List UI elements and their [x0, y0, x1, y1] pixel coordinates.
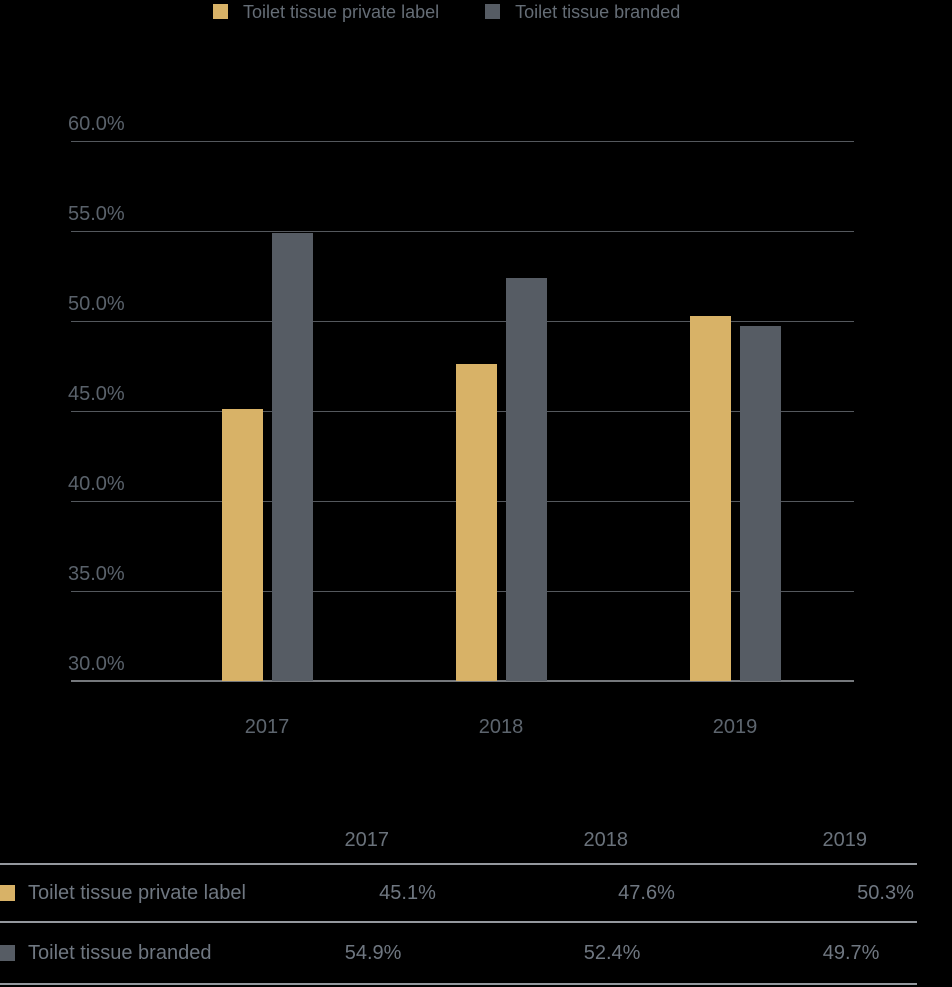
table-cell-private-label-2019: 50.3%: [857, 881, 914, 904]
table-row-label: Toilet tissue private label: [28, 881, 246, 904]
x-axis-label-2019: 2019: [712, 716, 758, 738]
gridline-55: [71, 231, 854, 232]
y-axis-label-45: 45.0%: [68, 383, 125, 405]
bar-group-2018: [384, 141, 618, 681]
table-cell-branded-2019: 49.7%: [822, 941, 880, 964]
bar-private-label-2018[interactable]: [455, 364, 497, 681]
legend-swatch-branded-icon: [485, 4, 501, 19]
y-axis-label-60: 60.0%: [68, 113, 125, 135]
row-swatch-branded-icon: [0, 945, 15, 961]
table-header-2018: 2018: [583, 829, 629, 851]
data-table: 2017 2018 2019 Toilet tissue private lab…: [0, 800, 917, 985]
y-axis-label-35: 35.0%: [68, 563, 125, 585]
x-axis-line: [71, 680, 854, 682]
bar-group-2017: [150, 141, 384, 681]
x-axis-label-2018: 2018: [478, 716, 524, 738]
legend-item-private-label[interactable]: Toilet tissue private label: [213, 1, 439, 23]
bar-private-label-2019[interactable]: [689, 315, 731, 681]
table-header-2017: 2017: [344, 829, 390, 851]
table-header-2019: 2019: [822, 829, 868, 851]
bar-branded-2017[interactable]: [271, 232, 313, 681]
y-axis-label-40: 40.0%: [68, 473, 125, 495]
bar-private-label-2017[interactable]: [221, 409, 263, 681]
bar-chart: 60.0% 55.0% 50.0% 45.0% 40.0% 35.0% 30.0…: [68, 113, 854, 738]
y-axis-label-30: 30.0%: [68, 653, 125, 675]
table-row-label-cell: Toilet tissue private label: [0, 882, 246, 905]
legend-label-private-label: Toilet tissue private label: [243, 1, 440, 22]
table-cell-private-label-2018: 47.6%: [618, 881, 675, 904]
legend-item-branded[interactable]: Toilet tissue branded: [485, 1, 680, 23]
table-header-row: 2017 2018 2019: [0, 800, 917, 865]
y-axis-label-50: 50.0%: [68, 293, 125, 315]
bar-branded-2018[interactable]: [505, 277, 547, 681]
gridline-60: [71, 141, 854, 142]
legend-swatch-private-label-icon: [213, 4, 228, 19]
x-axis-label-2017: 2017: [244, 716, 290, 738]
bar-branded-2019[interactable]: [739, 326, 781, 681]
table-cell-branded-2018: 52.4%: [583, 941, 641, 964]
table-row-private-label: Toilet tissue private label 45.1% 47.6% …: [0, 865, 917, 923]
table-row-branded: Toilet tissue branded 54.9% 52.4% 49.7%: [0, 923, 917, 985]
y-axis-label-55: 55.0%: [68, 203, 125, 225]
table-cell-private-label-2017: 45.1%: [379, 881, 436, 904]
legend-label-branded: Toilet tissue branded: [515, 1, 681, 22]
table-row-label: Toilet tissue branded: [28, 941, 212, 964]
bar-group-2019: [618, 141, 852, 681]
table-row-label-cell: Toilet tissue branded: [0, 942, 211, 965]
chart-legend: Toilet tissue private label Toilet tissu…: [213, 0, 680, 23]
table-cell-branded-2017: 54.9%: [344, 941, 402, 964]
gridline-50: [71, 321, 854, 322]
row-swatch-private-label-icon: [0, 885, 15, 901]
